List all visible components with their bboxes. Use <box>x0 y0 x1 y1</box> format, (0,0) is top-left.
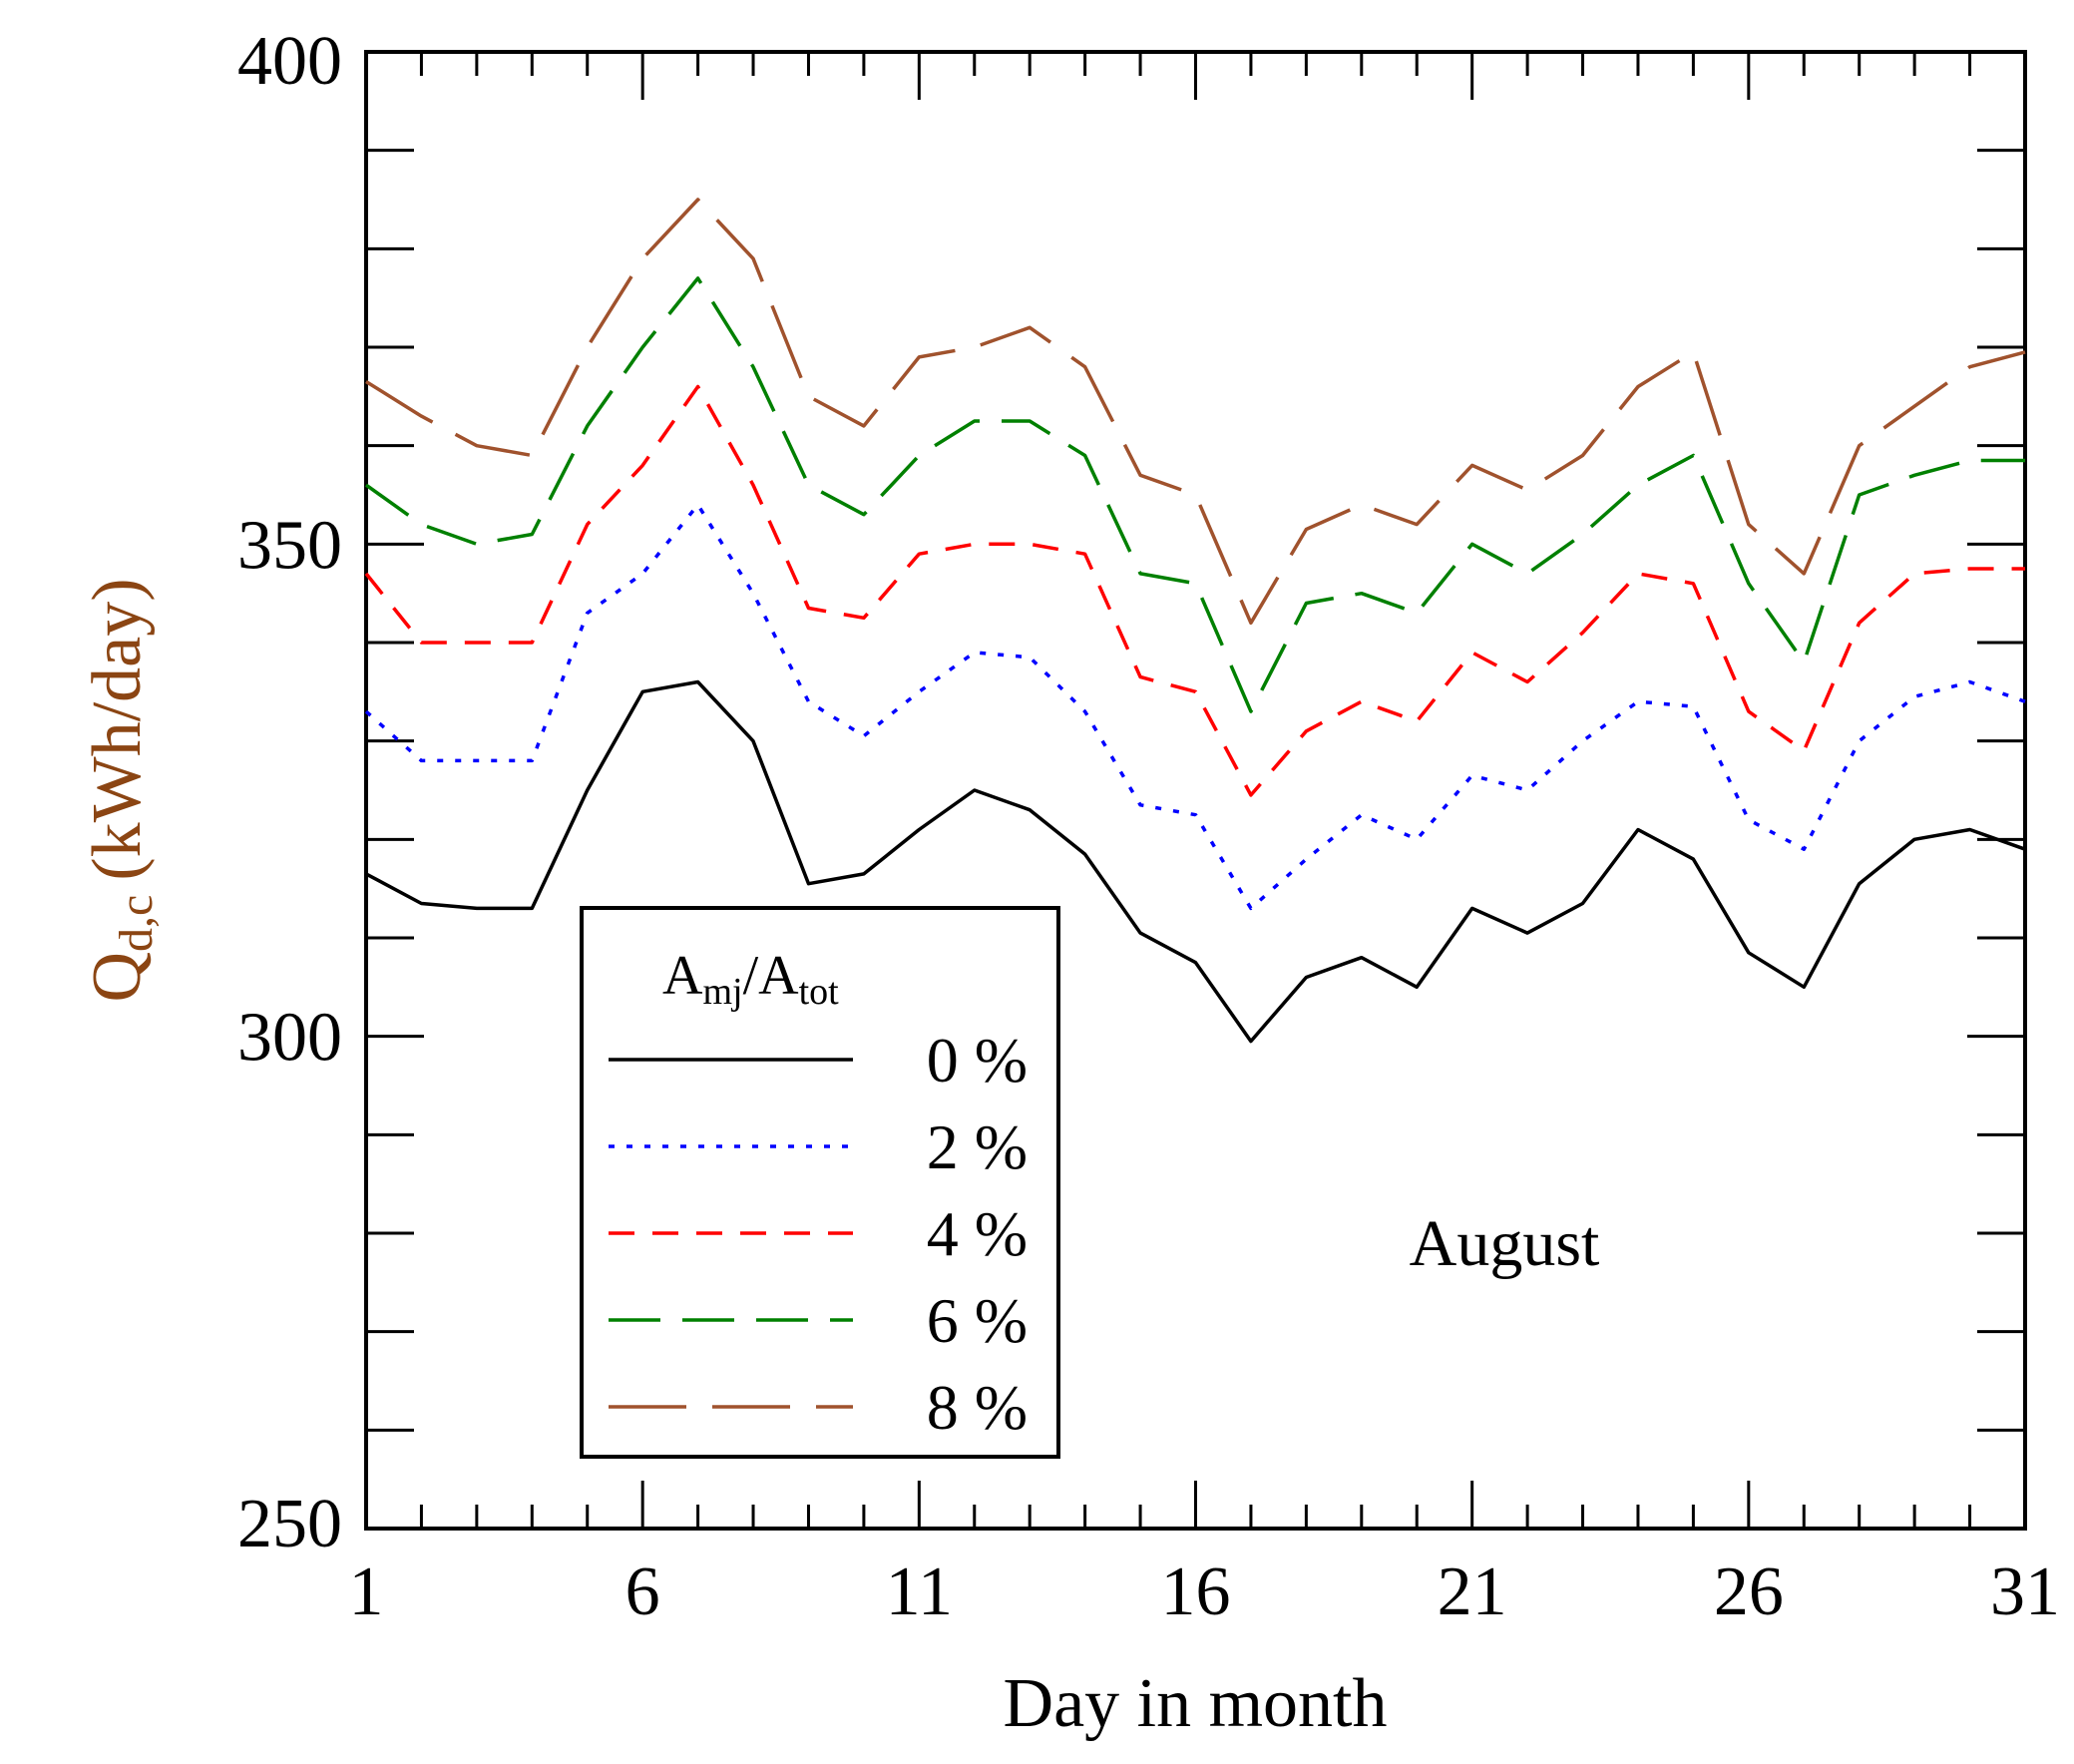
legend-title-sub2: tot <box>799 971 840 1013</box>
y-tick-label: 250 <box>237 1486 342 1562</box>
minor-ticks <box>366 52 2025 1529</box>
legend-label: 6 % <box>927 1285 1028 1356</box>
y-axis-title-main: Q <box>79 952 156 1003</box>
y-tick-label: 350 <box>237 507 342 584</box>
legend-label: 8 % <box>927 1372 1028 1443</box>
legend-label: 4 % <box>927 1198 1028 1269</box>
x-tick-label: 16 <box>1161 1553 1231 1630</box>
x-tick-label: 26 <box>1714 1553 1784 1630</box>
legend-title-sep: /A <box>743 945 800 1007</box>
x-tick-label: 21 <box>1438 1553 1507 1630</box>
legend-title: Amj/Atot <box>662 945 839 1013</box>
month-annotation: August <box>1410 1207 1600 1280</box>
legend-title-sub1: mj <box>702 971 742 1013</box>
series-line-0-percent <box>365 679 2026 1044</box>
y-tick-label: 300 <box>237 1000 342 1077</box>
x-tick-label: 31 <box>1990 1553 2060 1630</box>
y-axis-title-sub: d,c <box>110 895 163 952</box>
x-tick-label: 1 <box>349 1553 384 1630</box>
legend-label: 2 % <box>927 1111 1028 1182</box>
series-line-8-percent <box>365 198 2026 626</box>
series-line-4-percent <box>364 384 2025 797</box>
x-tick-labels: 1 6 11 16 21 26 31 <box>349 1553 2061 1630</box>
x-tick-label: 6 <box>625 1553 660 1630</box>
y-axis-title-units: (kWh/day) <box>79 578 156 880</box>
legend-entries: 0 % 2 % 4 % 6 % 8 % <box>609 1025 1028 1443</box>
y-tick-label: 400 <box>237 23 342 100</box>
series-line-2-percent <box>364 503 2026 911</box>
y-tick-labels: 250 300 350 400 <box>237 23 342 1562</box>
legend-label: 0 % <box>927 1025 1028 1096</box>
major-ticks <box>364 50 2027 1531</box>
legend-box <box>580 906 1060 1459</box>
legend: Amj/Atot 0 % 2 % 4 % 6 % 8 % <box>580 906 1060 1459</box>
series-lines <box>364 198 2026 1044</box>
y-axis-title: Qd,c (kWh/day) <box>79 578 163 1002</box>
x-tick-label: 11 <box>886 1553 953 1630</box>
series-line-6-percent <box>364 276 2025 713</box>
x-axis-title: Day in month <box>1004 1665 1388 1742</box>
legend-title-a: A <box>662 945 703 1007</box>
